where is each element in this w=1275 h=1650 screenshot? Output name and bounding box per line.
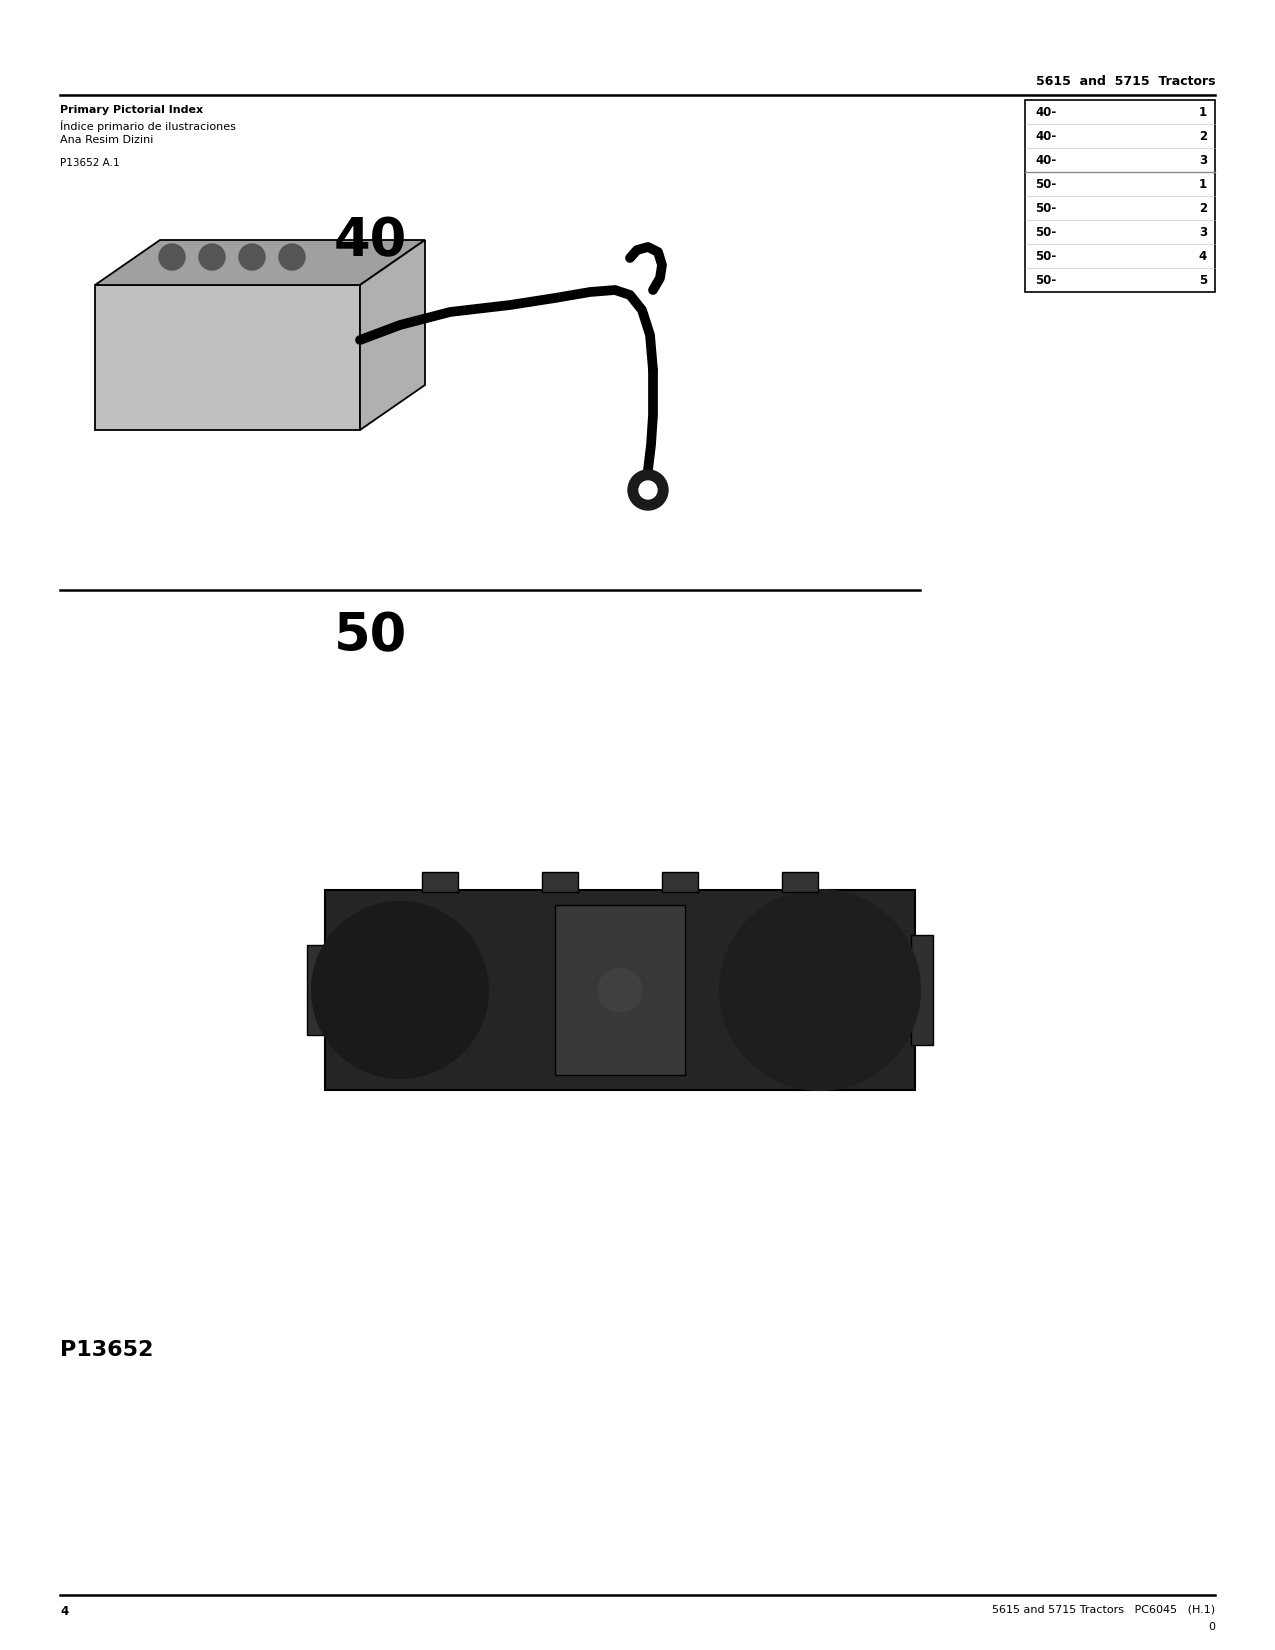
Text: Ana Resim Dizini: Ana Resim Dizini (60, 135, 153, 145)
Bar (325, 889, 915, 1091)
Bar (307, 945, 329, 1035)
Bar (782, 871, 819, 893)
Polygon shape (96, 239, 425, 285)
Text: 50-: 50- (1035, 274, 1056, 287)
Circle shape (312, 903, 488, 1077)
Circle shape (639, 482, 657, 498)
Text: 5615  and  5715  Tractors: 5615 and 5715 Tractors (1035, 74, 1215, 87)
Text: 40: 40 (333, 214, 407, 267)
Text: 3: 3 (1198, 226, 1207, 239)
Text: 1: 1 (1198, 106, 1207, 119)
Bar (1025, 101, 1215, 292)
Text: 3: 3 (1198, 153, 1207, 167)
Circle shape (279, 244, 305, 271)
Text: Primary Pictorial Index: Primary Pictorial Index (60, 106, 203, 116)
Text: P13652: P13652 (60, 1340, 153, 1360)
Bar (422, 871, 458, 893)
Circle shape (598, 969, 643, 1011)
Text: 50-: 50- (1035, 178, 1056, 190)
Text: P13652 A.1: P13652 A.1 (60, 158, 120, 168)
Text: 4: 4 (60, 1605, 69, 1619)
Text: 5: 5 (1198, 274, 1207, 287)
Text: 0: 0 (1207, 1622, 1215, 1632)
Circle shape (199, 244, 224, 271)
Circle shape (159, 244, 185, 271)
Polygon shape (360, 239, 425, 431)
Bar (542, 871, 578, 893)
Bar (555, 904, 685, 1076)
Text: 2: 2 (1198, 201, 1207, 214)
Text: 50-: 50- (1035, 249, 1056, 262)
Text: 40-: 40- (1035, 106, 1056, 119)
Bar (96, 285, 360, 431)
Text: 40-: 40- (1035, 129, 1056, 142)
Circle shape (238, 244, 265, 271)
Circle shape (629, 470, 668, 510)
Text: 50-: 50- (1035, 201, 1056, 214)
Text: 2: 2 (1198, 129, 1207, 142)
Text: 50-: 50- (1035, 226, 1056, 239)
Text: 5615 and 5715 Tractors   PC6045   (H.1): 5615 and 5715 Tractors PC6045 (H.1) (992, 1605, 1215, 1615)
Bar (912, 936, 933, 1044)
Text: 1: 1 (1198, 178, 1207, 190)
Text: 50: 50 (333, 610, 407, 662)
Bar (662, 871, 697, 893)
Circle shape (720, 889, 921, 1091)
Text: Índice primario de ilustraciones: Índice primario de ilustraciones (60, 120, 236, 132)
Text: 40-: 40- (1035, 153, 1056, 167)
Text: 4: 4 (1198, 249, 1207, 262)
